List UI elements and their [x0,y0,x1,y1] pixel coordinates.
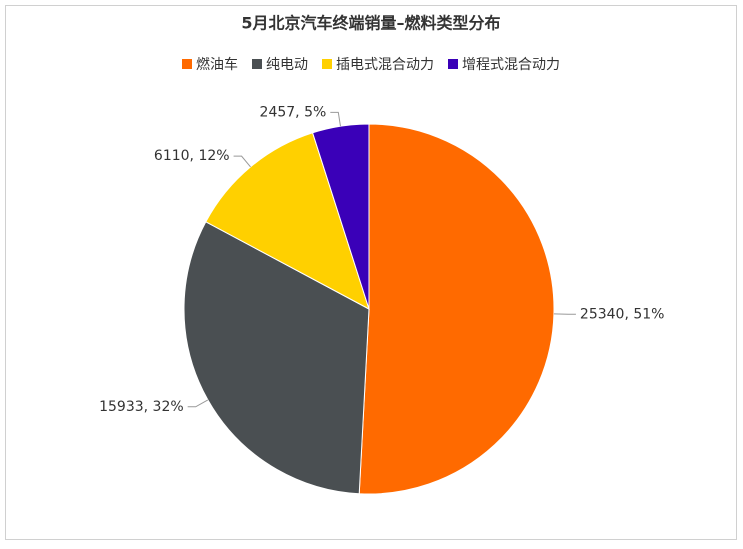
pie-slice [311,123,370,310]
legend-swatch [322,59,332,69]
chart-title: 5月北京汽车终端销量–燃料类型分布 [241,14,500,33]
legend-label: 纯电动 [266,57,308,73]
leader-line [233,155,251,168]
data-label: 2457, 5% [260,104,327,120]
pie-slice [183,221,370,495]
leader-line [187,399,209,408]
pie-slice [358,123,555,495]
legend-label: 增程式混合动力 [462,57,560,73]
legend-label: 燃油车 [196,56,238,73]
legend-swatch [252,59,262,69]
pie-slice [205,132,370,311]
leader-line [330,111,341,127]
legend: 燃油车 纯电动 插电式混合动力 增程式混合动力 [182,56,560,73]
legend-label: 插电式混合动力 [336,57,434,73]
legend-swatch [182,59,192,69]
data-label: 25340, 51% [580,306,665,322]
data-label: 15933, 32% [99,399,184,415]
legend-swatch [448,59,458,69]
data-label: 6110, 12% [154,148,230,164]
